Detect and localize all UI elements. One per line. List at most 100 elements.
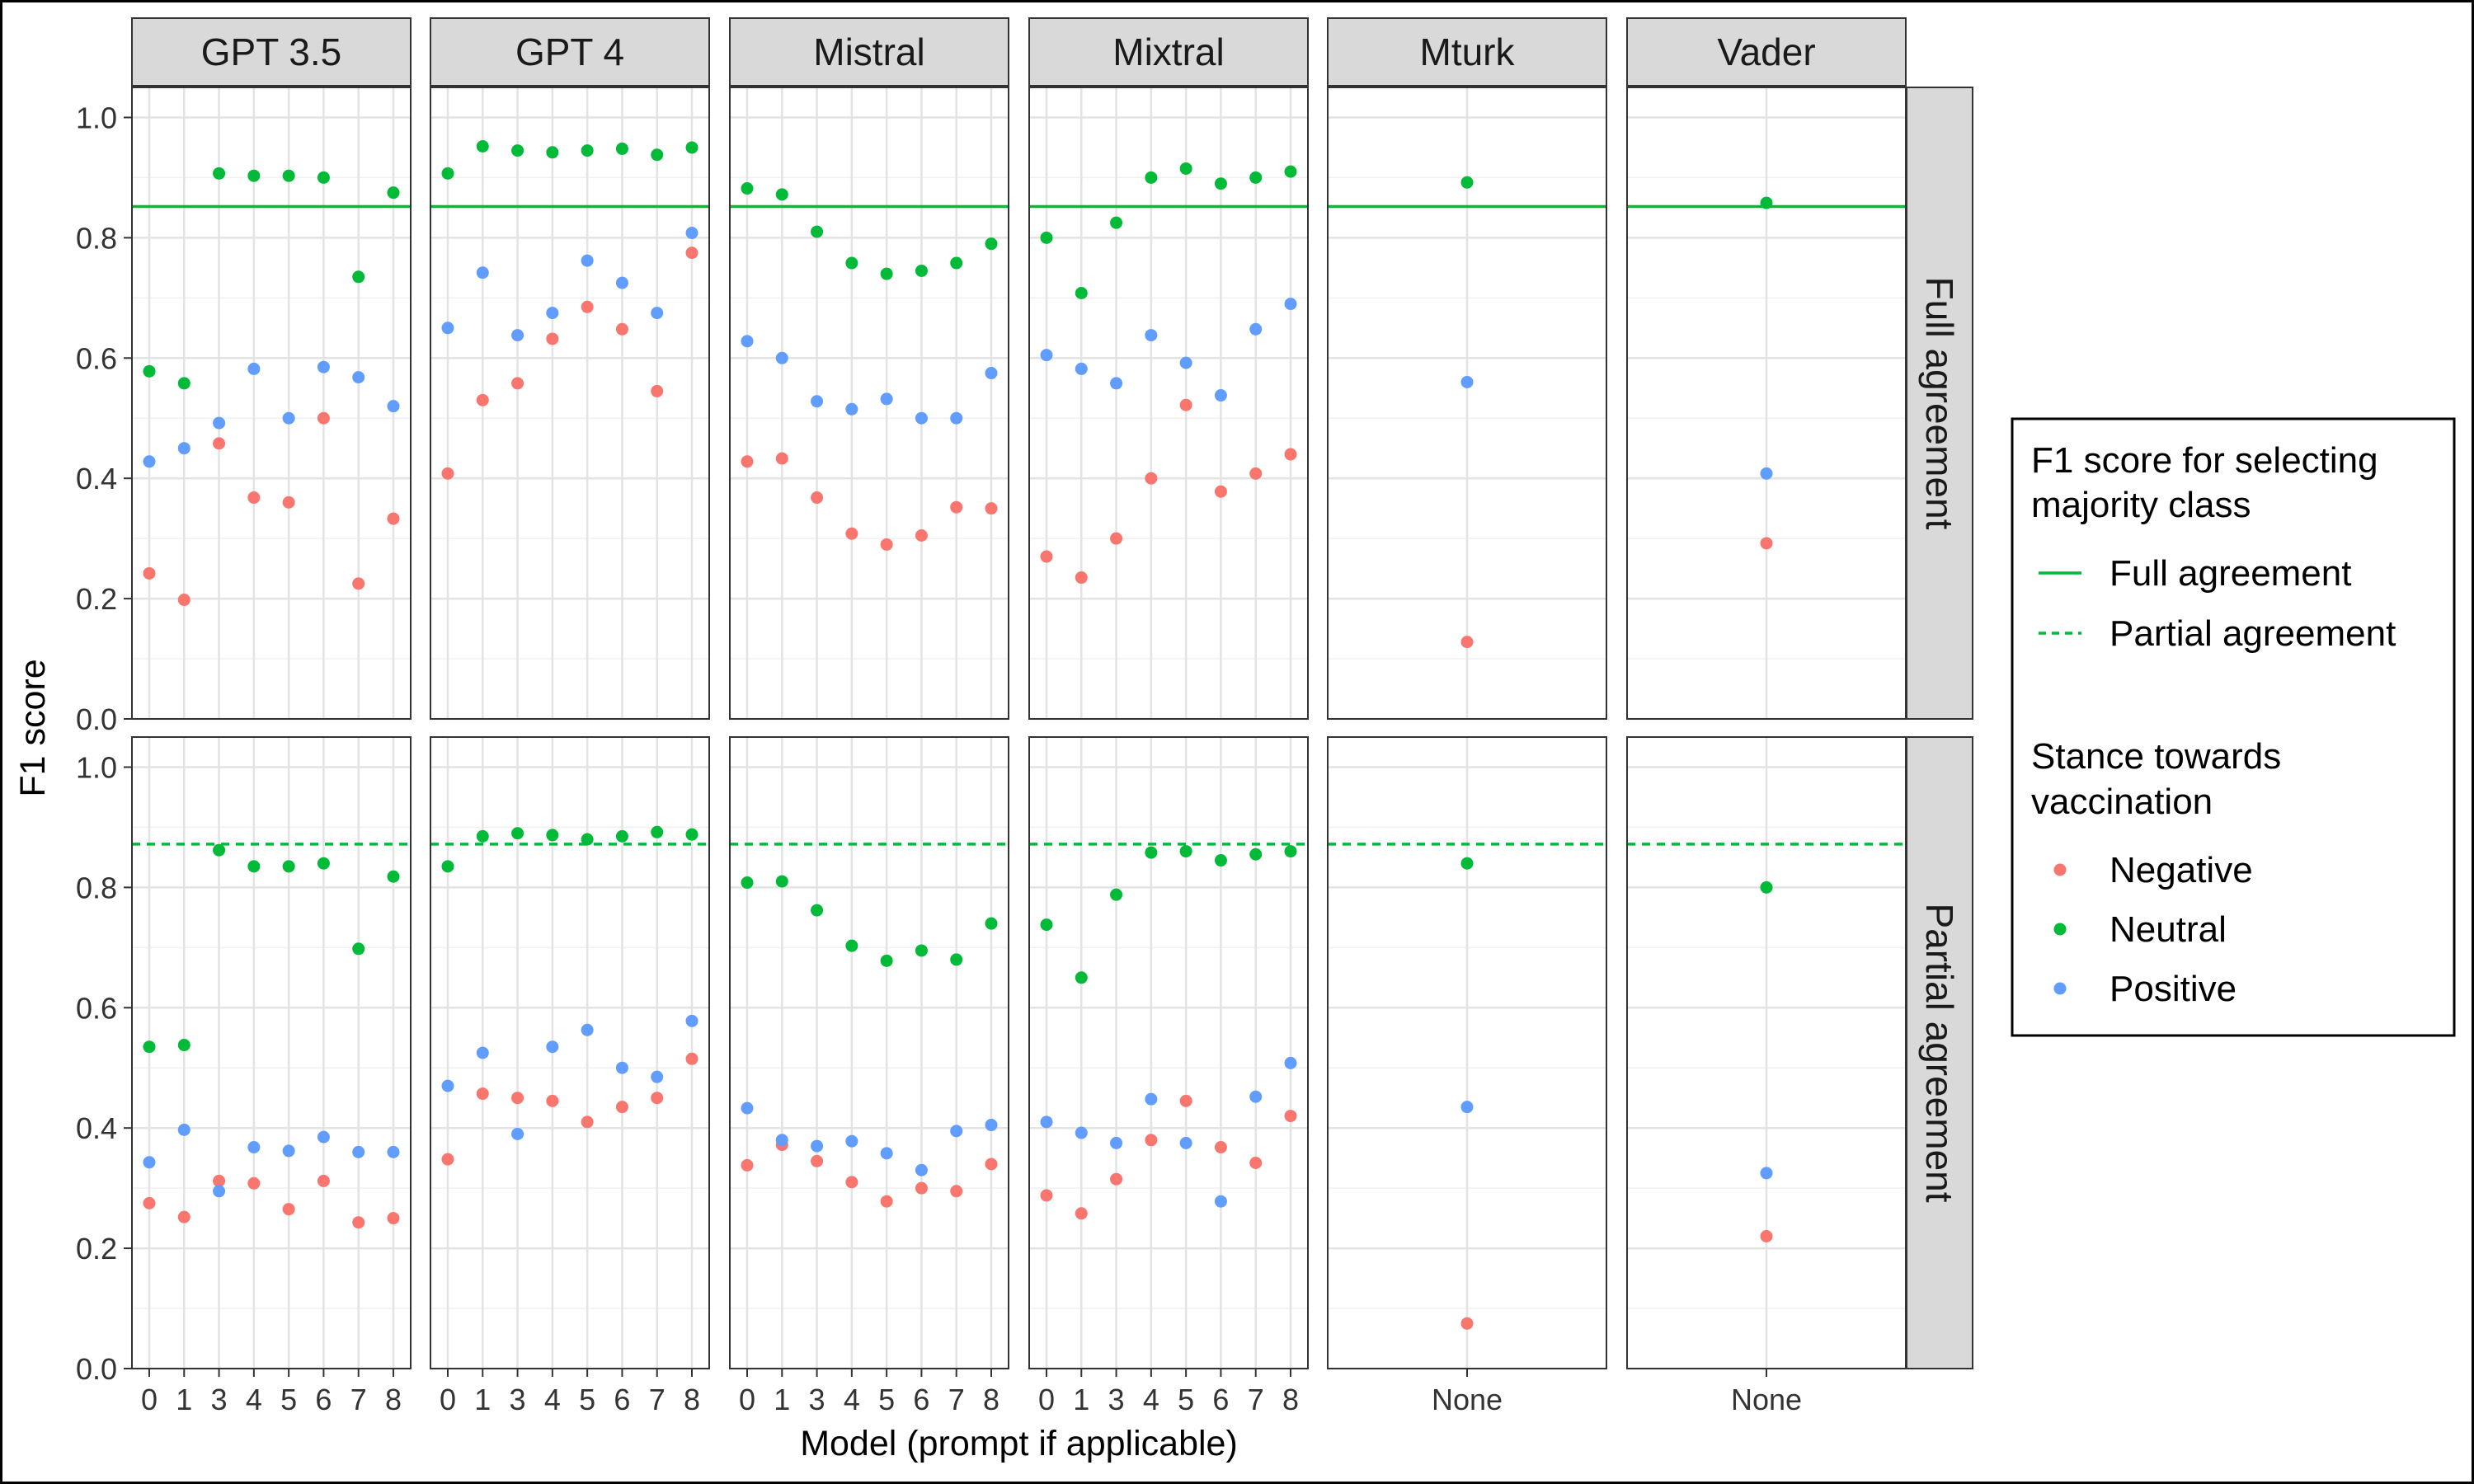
point-negative-0 [441, 1153, 454, 1166]
point-negative-0 [1040, 550, 1053, 563]
point-neutral-5 [282, 169, 295, 182]
point-positive-6 [1214, 1195, 1227, 1208]
point-neutral-1 [1075, 971, 1088, 984]
y-tick-label: 0.2 [76, 1232, 117, 1266]
point-neutral-4 [247, 860, 261, 873]
point-neutral-3 [1110, 888, 1123, 901]
x-tick-label: 7 [1248, 1383, 1264, 1416]
x-tick-label: 4 [544, 1383, 561, 1416]
panel-grid: GPT 3.5 GPT 4 Mistral Mixtral Mturk Vader Full… [131, 17, 1973, 1370]
point-neutral-0 [741, 182, 754, 195]
strip-label: Mturk [1420, 31, 1516, 73]
point-negative-3 [811, 1154, 824, 1167]
x-tick-label: 3 [510, 1383, 526, 1416]
point-negative-1 [177, 594, 190, 607]
point-positive-8 [985, 367, 998, 380]
point-negative-none [1760, 1230, 1773, 1243]
point-neutral-none [1460, 176, 1474, 189]
panel-border [1028, 87, 1309, 720]
x-tick-label: None [1432, 1383, 1503, 1416]
legend-label-negative: Negative [2109, 850, 2253, 890]
point-negative-0 [741, 1158, 754, 1172]
point-neutral-6 [615, 142, 628, 155]
x-tick-label: 6 [315, 1383, 332, 1416]
point-neutral-0 [441, 860, 454, 873]
point-neutral-5 [1179, 845, 1192, 858]
legend-line-title: F1 score for selecting [2031, 440, 2378, 481]
legend-label-full-agreement: Full agreement [2109, 553, 2351, 594]
point-negative-6 [317, 411, 330, 425]
legend-key-negative [2053, 863, 2067, 876]
point-negative-8 [1284, 448, 1297, 461]
point-positive-8 [387, 400, 400, 413]
y-tick-label: 0.0 [76, 1352, 117, 1386]
point-neutral-7 [1249, 848, 1263, 861]
point-neutral-1 [476, 829, 489, 843]
point-negative-4 [845, 527, 858, 540]
panel-background [1029, 87, 1308, 719]
point-negative-6 [615, 322, 628, 336]
point-positive-6 [615, 1061, 628, 1074]
point-positive-5 [581, 254, 594, 267]
x-tick-label: 0 [739, 1383, 755, 1416]
point-neutral-1 [476, 139, 489, 153]
panel-full-agreement-gpt-3-5 [131, 87, 412, 721]
x-axis-title: Model (prompt if applicable) [800, 1424, 1238, 1463]
point-positive-1 [775, 351, 788, 364]
point-positive-7 [352, 1145, 365, 1158]
y-tick-label: 1.0 [76, 750, 117, 784]
point-negative-4 [546, 1094, 559, 1107]
point-neutral-none [1760, 196, 1773, 209]
point-positive-8 [985, 1119, 998, 1132]
y-tick-label: 0.6 [76, 991, 117, 1025]
panel-partial-agreement-vader [1626, 736, 1907, 1370]
point-positive-0 [741, 1101, 754, 1115]
point-negative-7 [1249, 467, 1263, 480]
strip-gpt-3-5: GPT 3.5 [131, 17, 412, 87]
point-neutral-1 [177, 1039, 190, 1052]
point-neutral-none [1760, 881, 1773, 894]
x-tick-label: 6 [614, 1383, 630, 1416]
strip-gpt-4: GPT 4 [430, 17, 710, 87]
panel-full-agreement-mistral [729, 87, 1009, 721]
panel-background [730, 737, 1009, 1369]
point-neutral-0 [741, 876, 754, 890]
strip-box [729, 17, 1009, 87]
point-neutral-4 [845, 939, 858, 952]
point-positive-0 [741, 335, 754, 348]
panel-partial-agreement-mistral [729, 736, 1009, 1370]
y-tick-label: 0.8 [76, 221, 117, 255]
point-neutral-5 [1179, 162, 1192, 175]
point-neutral-6 [1214, 854, 1227, 867]
x-tick-label: 5 [579, 1383, 595, 1416]
panel-background [730, 87, 1009, 719]
point-negative-none [1460, 1317, 1474, 1330]
point-negative-6 [615, 1101, 628, 1114]
point-neutral-7 [651, 825, 664, 838]
point-negative-1 [1075, 571, 1088, 585]
point-positive-8 [387, 1145, 400, 1158]
point-negative-8 [387, 512, 400, 525]
point-negative-3 [511, 1092, 524, 1105]
point-positive-5 [282, 1144, 295, 1158]
point-positive-4 [247, 362, 261, 375]
point-negative-8 [985, 1158, 998, 1171]
panel-background [132, 87, 411, 719]
point-negative-5 [581, 300, 594, 313]
strip-mixtral: Mixtral [1028, 17, 1309, 87]
point-positive-7 [651, 307, 664, 320]
point-positive-6 [1214, 389, 1227, 402]
x-tick-label: 4 [1143, 1383, 1159, 1416]
panel-border [131, 736, 412, 1369]
point-positive-6 [915, 411, 928, 425]
row-strip-label: Partial agreement [1918, 903, 1961, 1202]
point-positive-none [1460, 375, 1474, 388]
point-neutral-4 [1145, 171, 1158, 184]
legend-key-positive [2053, 982, 2067, 995]
point-negative-3 [511, 377, 524, 390]
strip-box [1626, 17, 1907, 87]
point-negative-4 [1145, 472, 1158, 485]
strip-label: GPT 3.5 [201, 31, 341, 73]
point-negative-5 [282, 495, 295, 509]
axes: 0.00.20.40.60.81.00.00.20.40.60.81.00 1 3 4… [13, 101, 1802, 1463]
